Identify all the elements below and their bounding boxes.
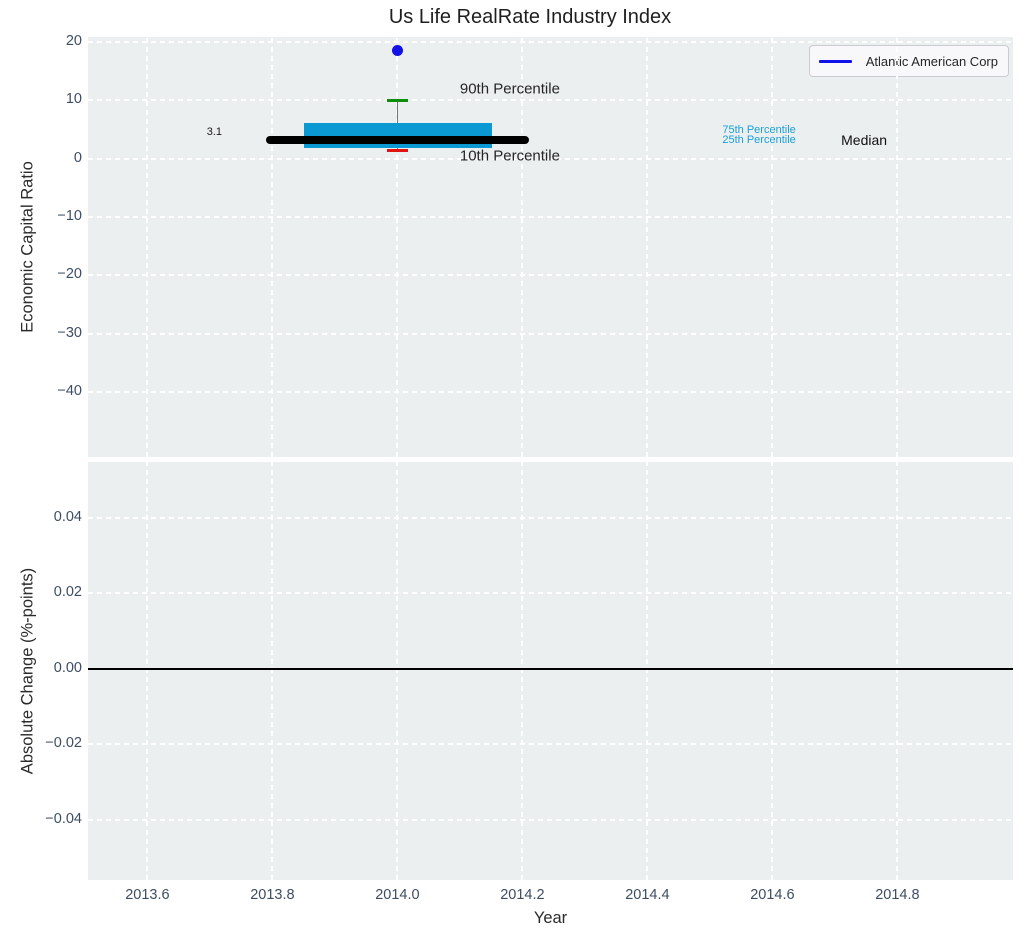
p10-cap <box>387 148 408 152</box>
y-tick-label: −0.02 <box>45 735 82 752</box>
x-tick-label: 2014.8 <box>875 887 920 903</box>
bottom-plot-area <box>88 462 1013 880</box>
gridline-vertical <box>896 37 899 457</box>
gridline-horizontal <box>88 40 1013 43</box>
annotation: 10th Percentile <box>459 147 560 165</box>
y-tick-label: 0 <box>73 149 82 166</box>
legend-label: Atlantic American Corp <box>865 53 998 69</box>
annotation: 3.1 <box>206 126 223 139</box>
chart-title: Us Life RealRate Industry Index <box>388 6 672 28</box>
y-tick-label: 20 <box>65 32 82 49</box>
gridline-horizontal <box>88 516 1013 519</box>
x-axis-label: Year <box>533 909 568 927</box>
gridline-vertical <box>521 37 524 457</box>
y-tick-label: −40 <box>57 383 82 400</box>
gridline-vertical <box>146 37 149 457</box>
gridline-horizontal <box>88 215 1013 218</box>
gridline-vertical <box>271 37 274 457</box>
y-tick-label: 0.04 <box>53 508 82 525</box>
y-axis-label-top: Economic Capital Ratio <box>18 161 37 333</box>
gridline-vertical <box>896 462 899 880</box>
x-tick-label: 2013.8 <box>250 887 295 903</box>
zero-line <box>88 667 1013 670</box>
y-tick-label: −30 <box>57 324 82 341</box>
top-plot-area: Atlantic American Corp 3.1 90th Percentil… <box>88 37 1013 457</box>
gridline-horizontal <box>88 157 1013 160</box>
legend: Atlantic American Corp <box>808 45 1009 77</box>
annotation: 25th Percentile <box>722 134 796 147</box>
y-tick-label: 0.02 <box>53 584 82 601</box>
y-tick-label: 10 <box>65 91 82 108</box>
annotation: 75th Percentile <box>722 124 796 137</box>
x-tick-label: 2014.4 <box>625 887 670 903</box>
gridline-vertical <box>646 462 649 880</box>
annotation: Median <box>841 131 888 148</box>
gridline-horizontal <box>88 274 1013 277</box>
x-tick-label: 2014.6 <box>750 887 795 903</box>
y-tick-label: −20 <box>57 266 82 283</box>
gridline-horizontal <box>88 391 1013 394</box>
y-tick-label: −10 <box>57 207 82 224</box>
gridline-vertical <box>771 462 774 880</box>
gridline-vertical <box>271 462 274 880</box>
y-tick-label: −0.04 <box>45 810 82 827</box>
annotation: 90th Percentile <box>459 80 560 98</box>
gridline-vertical <box>771 37 774 457</box>
gridline-vertical <box>521 462 524 880</box>
gridline-vertical <box>396 462 399 880</box>
gridline-vertical <box>646 37 649 457</box>
median-line <box>266 136 529 145</box>
p90-cap <box>387 98 408 102</box>
gridline-horizontal <box>88 743 1013 746</box>
x-tick-label: 2013.6 <box>125 887 170 903</box>
legend-line-sample <box>818 59 852 63</box>
x-tick-label: 2014.2 <box>500 887 545 903</box>
gridline-horizontal <box>88 818 1013 821</box>
gridline-horizontal <box>88 592 1013 595</box>
gridline-horizontal <box>88 332 1013 335</box>
gridline-horizontal <box>88 99 1013 102</box>
gridline-vertical <box>396 37 399 457</box>
x-tick-label: 2014.0 <box>375 887 420 903</box>
y-tick-label: 0.00 <box>53 659 82 676</box>
company-data-point <box>391 44 403 56</box>
gridline-vertical <box>146 462 149 880</box>
